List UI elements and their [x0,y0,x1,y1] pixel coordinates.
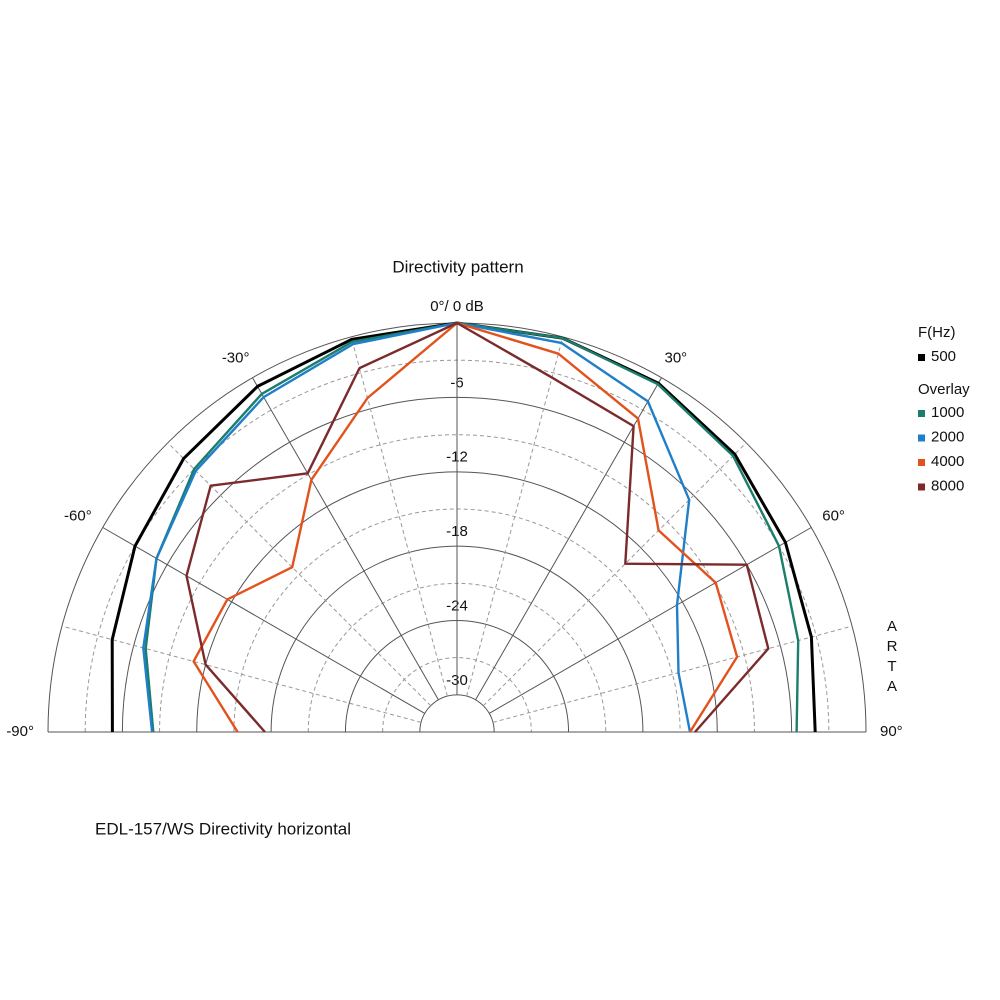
minor-grid-ring [382,657,532,733]
watermark: ARTA [884,618,901,698]
radial-line [475,377,662,701]
radial-line [102,527,426,714]
legend-swatch [918,483,925,491]
legend-label: 8000 [931,477,964,494]
theta-tick-label: -30° [222,350,250,367]
chart-title: Directivity pattern [392,257,523,276]
legend-title: F(Hz) [918,324,956,341]
theta-tick-label: -90° [6,723,34,740]
legend-swatch [918,354,925,361]
legend-swatch [918,434,925,442]
series-line [185,321,770,733]
minor-radial-line [492,625,853,723]
minor-radial-line [350,336,448,697]
legend-title: Overlay [918,381,970,398]
series-line [142,321,692,733]
grid-ring [419,694,495,733]
footnote: EDL-157/WS Directivity horizontal [95,819,351,838]
theta-tick-label: 0°/ 0 dB [430,298,484,315]
legend-swatch [918,459,925,466]
minor-radial-line [61,625,422,723]
legend-swatch [918,410,925,417]
theta-tick-label: -60° [64,507,92,524]
radial-line [252,377,439,701]
minor-radial-line [466,336,564,697]
theta-tick-label: 60° [822,507,845,524]
series-line [144,321,800,733]
legend-label: 1000 [931,404,964,421]
radial-line [488,527,812,714]
minor-radial-line [482,442,747,707]
theta-tick-label: 90° [880,723,903,740]
legend-label: 500 [931,348,956,365]
legend-label: 4000 [931,453,964,470]
theta-tick-label: 30° [665,350,688,367]
legend-label: 2000 [931,428,964,445]
